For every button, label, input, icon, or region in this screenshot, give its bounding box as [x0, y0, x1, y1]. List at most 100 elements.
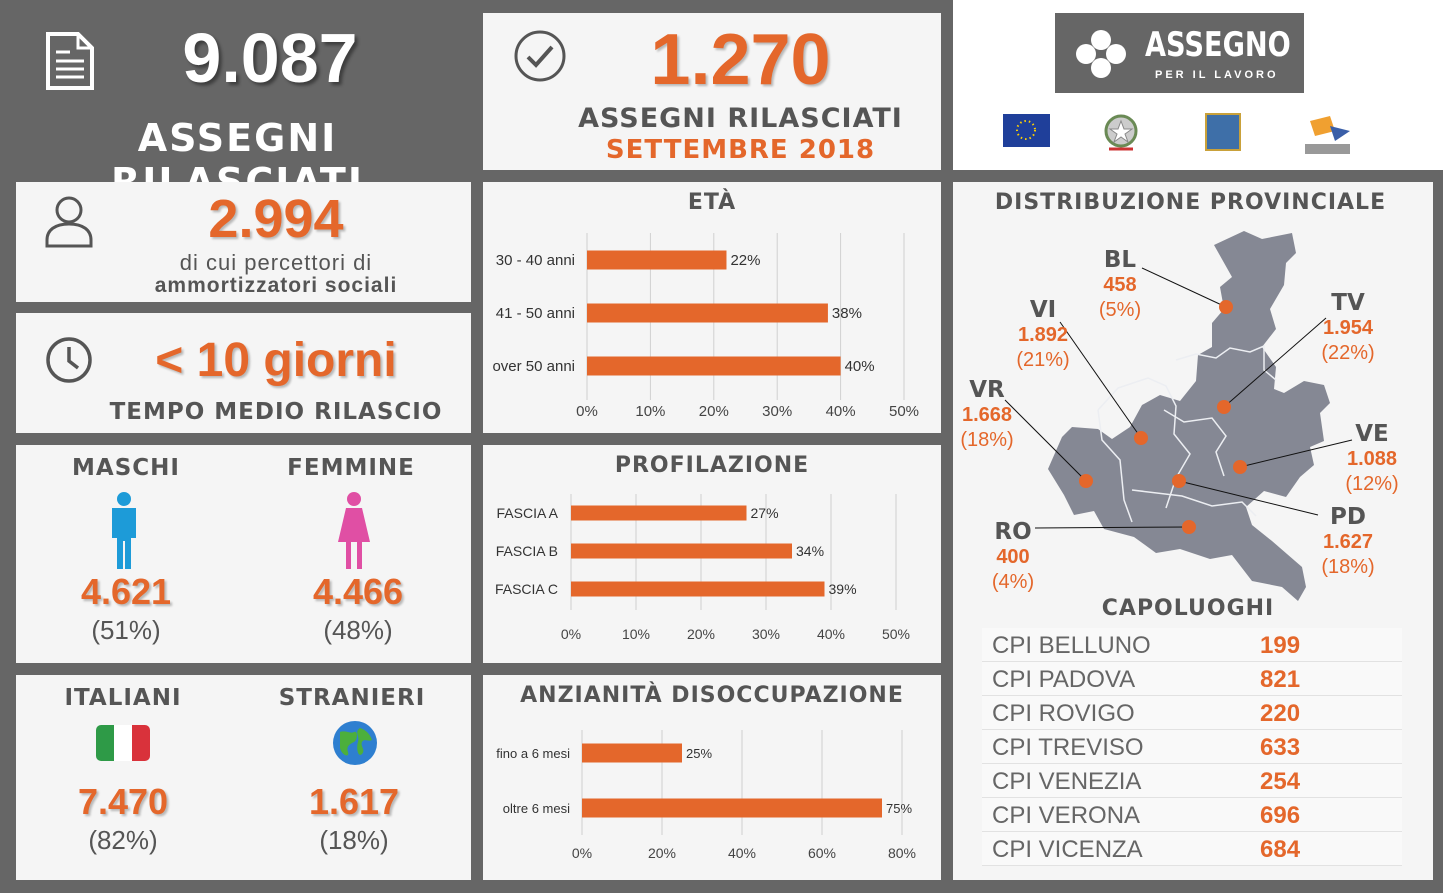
leader-line [1004, 399, 1087, 482]
cpi-value: 821 [1260, 666, 1301, 693]
cpi-value: 684 [1260, 836, 1301, 863]
leader-line [1178, 480, 1319, 516]
stranieri-pct: (18%) [319, 825, 389, 855]
tick-label: 30% [762, 403, 792, 420]
province-dot [1182, 520, 1196, 534]
cpi-name: CPI VERONA [992, 802, 1141, 829]
province-dot [1079, 474, 1093, 488]
province-label-vi: VI 1.892 (21%) [983, 298, 1103, 373]
province-pct: (18%) [1321, 556, 1375, 578]
monthly-value: 1.270 [650, 20, 831, 100]
check-circle-icon [513, 29, 567, 88]
category-label: FASCIA A [497, 505, 559, 521]
tick-label: 20% [699, 403, 729, 420]
province-value: 458 [1103, 274, 1137, 296]
bar [582, 798, 882, 818]
data-label: 27% [751, 505, 779, 521]
tick-label: 20% [648, 845, 676, 861]
anzianita-panel: ANZIANITÀ DISOCCUPAZIONE [483, 675, 941, 880]
province-border [1163, 409, 1227, 477]
category-label: 41 - 50 anni [496, 305, 575, 322]
ammortizzatori-line2: ammortizzatori sociali [154, 274, 398, 297]
leader-line [1034, 526, 1190, 529]
stranieri-label: STRANIERI [278, 685, 426, 711]
data-label: 22% [730, 252, 760, 269]
bar [571, 505, 747, 521]
province-dot [1233, 460, 1247, 474]
italiani-label: ITALIANI [64, 685, 182, 711]
italy-flag-icon [96, 725, 150, 761]
tick-label: 40% [826, 403, 856, 420]
male-value: 4.621 [80, 571, 172, 612]
category-label: over 50 anni [492, 358, 575, 375]
female-value: 4.466 [312, 571, 404, 612]
tick-label: 30% [752, 626, 780, 642]
province-pct: (5%) [1098, 299, 1142, 321]
leader-line [1059, 321, 1142, 439]
anzianita-title: ANZIANITÀ DISOCCUPAZIONE [520, 683, 904, 708]
eta-title: ETÀ [687, 190, 737, 215]
bar [571, 543, 792, 559]
data-label: 75% [886, 801, 912, 816]
bar [587, 303, 828, 323]
eu-flag-logo [1003, 114, 1050, 147]
tick-label: 50% [882, 626, 910, 642]
cpi-name: CPI VICENZA [992, 836, 1143, 863]
male-icon [106, 491, 142, 576]
province-value: 1.892 [1017, 324, 1069, 346]
leader-line [1223, 317, 1327, 408]
cpi-name: CPI TREVISO [992, 734, 1144, 761]
cpi-value: 254 [1260, 768, 1301, 795]
province-value: 1.954 [1322, 317, 1374, 339]
province-value: 1.088 [1346, 448, 1398, 470]
italiani-value: 7.470 [77, 781, 169, 822]
province-border [1097, 409, 1133, 523]
monthly-label: ASSEGNI RILASCIATI [578, 103, 903, 134]
table-row: CPI VENEZIA 254 [982, 764, 1402, 798]
province-dot [1217, 400, 1231, 414]
cpi-name: CPI PADOVA [992, 666, 1136, 693]
province-code: TV [1331, 290, 1365, 316]
province-pct: (4%) [991, 571, 1035, 593]
province-code: BL [1103, 247, 1137, 273]
female-icon [336, 491, 372, 576]
tick-label: 0% [561, 626, 581, 642]
province-label-ve: VE 1.088 (12%) [1312, 422, 1432, 497]
cpi-name: CPI VENEZIA [992, 768, 1142, 795]
province-border [1175, 344, 1277, 381]
data-label: 38% [832, 305, 862, 322]
table-row: CPI VICENZA 684 [982, 832, 1402, 866]
data-label: 39% [829, 581, 857, 597]
table-row: CPI ROVIGO 220 [982, 696, 1402, 730]
bar [571, 581, 825, 597]
tick-label: 10% [635, 403, 665, 420]
italy-emblem-logo [1103, 113, 1139, 160]
clock-icon [44, 335, 94, 390]
province-value: 400 [996, 546, 1030, 568]
tick-label: 80% [888, 845, 916, 861]
map-title: DISTRIBUZIONE PROVINCIALE [994, 190, 1387, 215]
tempo-value: < 10 giorni [155, 334, 397, 387]
province-code: VR [969, 377, 1005, 403]
logo-subtitle: PER IL LAVORO [1155, 69, 1279, 81]
monthly-panel: 1.270 ASSEGNI RILASCIATI SETTEMBRE 2018 [483, 13, 941, 170]
ammortizzatori-line1: di cui percettori di [179, 250, 373, 275]
cpi-name: CPI ROVIGO [992, 700, 1135, 727]
data-label: 34% [796, 543, 824, 559]
female-pct: (48%) [323, 615, 393, 645]
monthly-period: SETTEMBRE 2018 [605, 135, 876, 165]
province-value: 1.668 [961, 404, 1013, 426]
province-pct: (22%) [1321, 342, 1375, 364]
province-dot [1172, 474, 1186, 488]
cpi-value: 696 [1260, 802, 1301, 829]
por-fse-logo [1305, 116, 1355, 161]
province-value: 1.627 [1322, 531, 1374, 553]
province-code: VI [1029, 297, 1057, 323]
category-label: FASCIA B [496, 543, 558, 559]
province-dot [1219, 300, 1233, 314]
user-icon [44, 194, 94, 255]
italiani-pct: (82%) [88, 825, 158, 855]
province-code: RO [994, 519, 1032, 545]
tick-label: 40% [817, 626, 845, 642]
